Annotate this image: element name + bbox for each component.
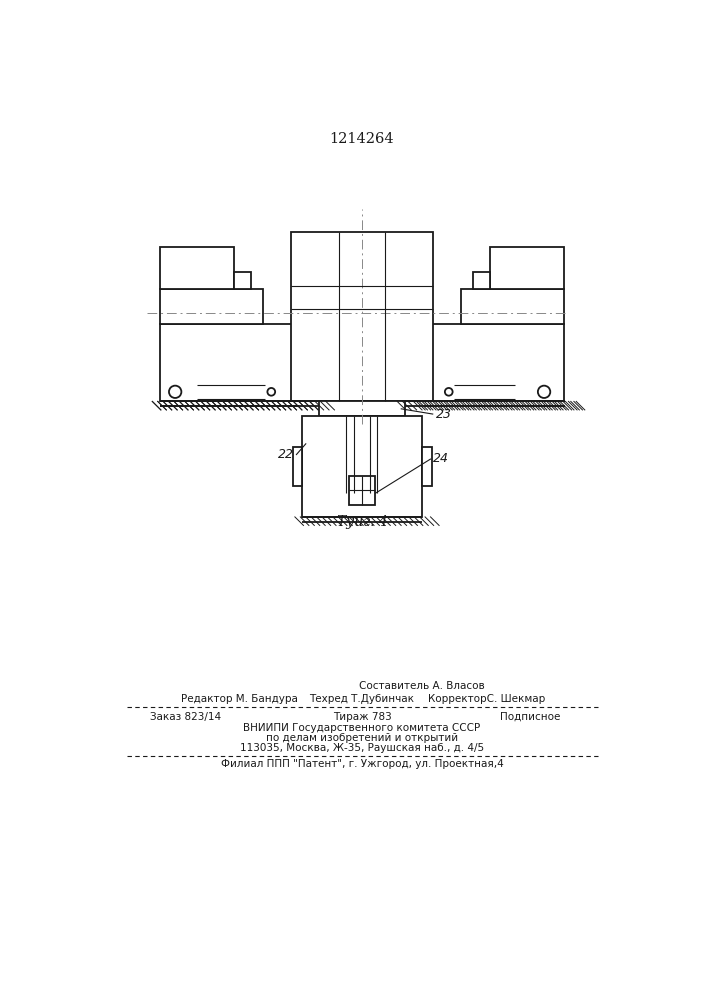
Text: Техред Т.Дубинчак: Техред Т.Дубинчак [310, 694, 414, 704]
Text: Подписное: Подписное [500, 712, 561, 722]
Bar [473, 272, 490, 289]
Bar [195, 383, 204, 400]
Bar [425, 324, 564, 401]
Bar [293, 447, 303, 486]
Text: ВНИИПИ Государственного комитета СССР: ВНИИПИ Государственного комитета СССР [243, 723, 481, 733]
Circle shape [538, 386, 550, 398]
Bar [422, 447, 432, 486]
Text: КорректорС. Шекмар: КорректорС. Шекмар [428, 694, 546, 704]
Bar [490, 247, 564, 289]
Circle shape [267, 388, 275, 396]
Text: 22: 22 [278, 448, 293, 461]
Text: Тираж 783: Тираж 783 [332, 712, 392, 722]
Text: Филиал ППП "Патент", г. Ужгород, ул. Проектная,4: Филиал ППП "Патент", г. Ужгород, ул. Про… [221, 759, 503, 769]
Text: Составитель А. Власов: Составитель А. Власов [358, 681, 484, 691]
Text: по делам изобретений и открытий: по делам изобретений и открытий [266, 733, 458, 743]
Bar [349, 476, 375, 505]
Bar [519, 383, 529, 400]
Bar [303, 416, 422, 517]
Circle shape [169, 386, 182, 398]
Bar [160, 247, 234, 289]
Bar [182, 383, 267, 400]
Bar [452, 383, 538, 400]
Bar [160, 289, 263, 324]
Bar [461, 289, 564, 324]
Bar [291, 232, 433, 401]
Bar [160, 324, 299, 401]
Text: 1214264: 1214264 [329, 132, 395, 146]
Bar [234, 272, 251, 289]
Text: 24: 24 [433, 452, 449, 465]
Bar [320, 401, 404, 416]
Text: Редактор М. Бандура: Редактор М. Бандура [182, 694, 298, 704]
Text: 113035, Москва, Ж-35, Раушская наб., д. 4/5: 113035, Москва, Ж-35, Раушская наб., д. … [240, 743, 484, 753]
Circle shape [445, 388, 452, 396]
Text: Τуиг. 4: Τуиг. 4 [337, 515, 387, 529]
Text: 23: 23 [436, 408, 452, 421]
Text: Заказ 823/14: Заказ 823/14 [151, 712, 221, 722]
